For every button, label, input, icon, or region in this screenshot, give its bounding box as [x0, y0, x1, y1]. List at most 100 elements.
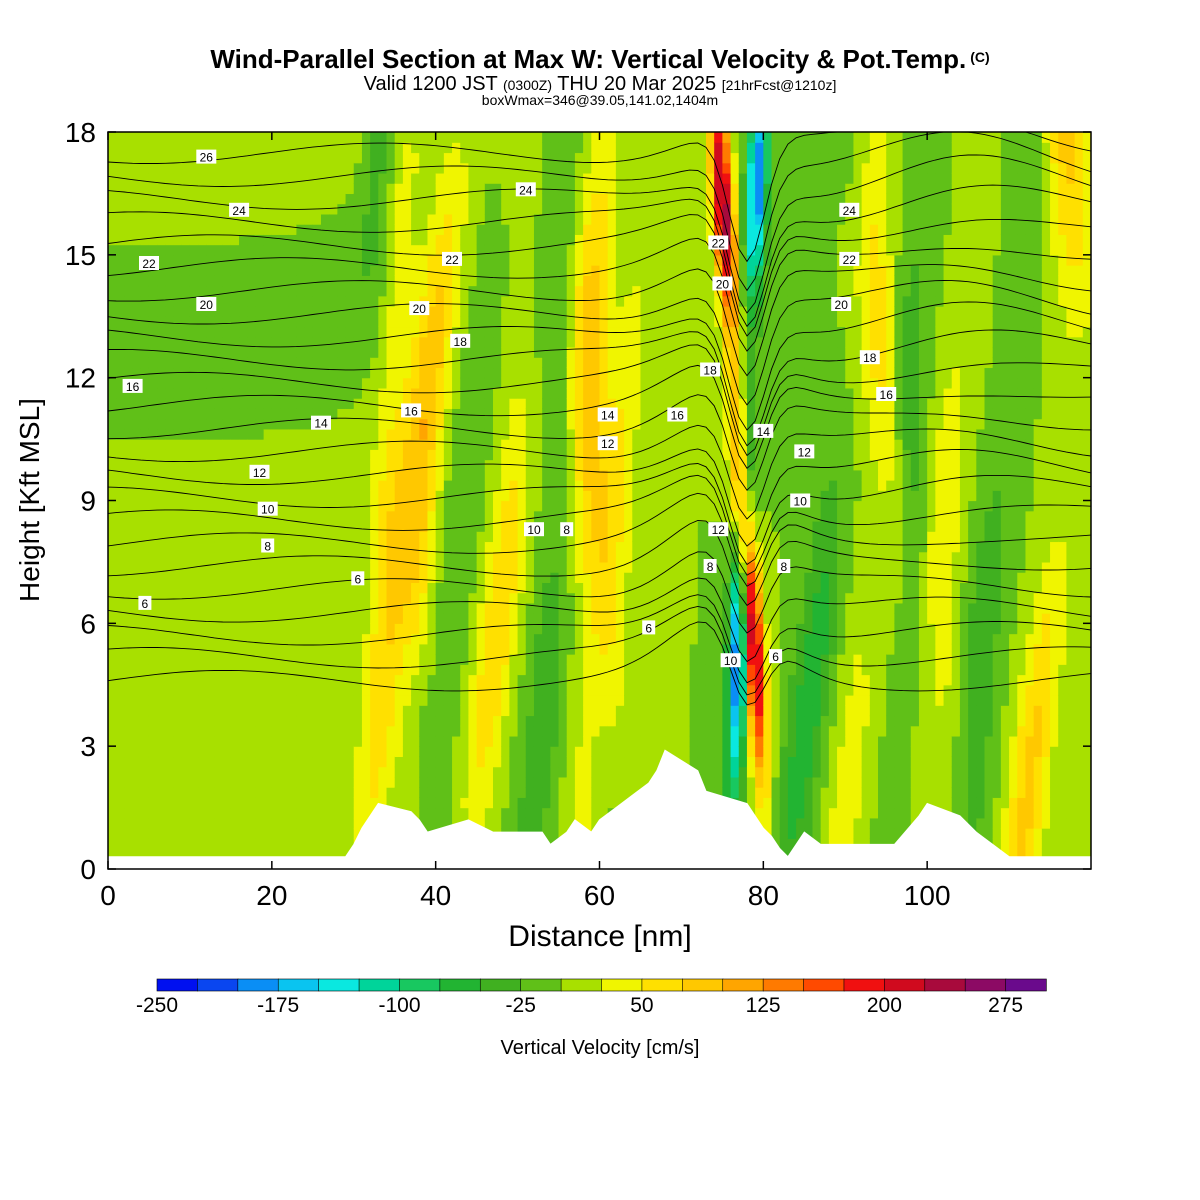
w-cell — [198, 787, 207, 798]
w-cell — [525, 817, 535, 829]
w-cell — [599, 203, 609, 215]
w-cell — [517, 664, 527, 676]
w-cell — [124, 715, 134, 727]
w-cell — [402, 295, 412, 307]
w-cell — [533, 162, 543, 174]
w-cell — [648, 439, 658, 450]
w-cell — [550, 582, 560, 594]
w-cell — [345, 162, 355, 174]
w-cell — [222, 398, 232, 409]
w-cell — [484, 336, 494, 348]
w-cell — [263, 346, 273, 358]
w-cell — [574, 694, 584, 706]
w-cell — [386, 224, 396, 235]
w-cell — [148, 449, 158, 461]
w-cell — [583, 572, 592, 583]
w-cell — [386, 787, 396, 798]
w-cell — [509, 439, 519, 450]
w-cell — [460, 582, 470, 594]
w-cell — [140, 203, 150, 215]
w-cell — [525, 418, 535, 430]
w-cell — [419, 633, 429, 645]
w-cell — [411, 234, 420, 246]
w-cell — [165, 316, 175, 328]
w-cell — [509, 398, 519, 409]
w-cell — [320, 807, 330, 819]
w-cell — [566, 193, 576, 205]
w-cell — [132, 459, 142, 471]
w-cell — [665, 326, 674, 338]
w-cell — [140, 357, 150, 369]
w-cell — [607, 275, 617, 287]
w-cell — [206, 705, 216, 717]
w-cell — [263, 643, 273, 655]
w-cell — [509, 787, 519, 798]
w-cell — [656, 531, 666, 543]
w-cell — [624, 582, 633, 594]
w-cell — [542, 694, 551, 706]
w-cell — [452, 807, 461, 819]
w-cell — [517, 306, 527, 317]
w-cell — [304, 275, 314, 287]
w-cell — [583, 459, 592, 471]
w-cell — [468, 715, 478, 727]
w-cell — [320, 776, 330, 788]
w-cell — [665, 541, 674, 553]
w-cell — [148, 500, 158, 512]
w-cell — [591, 295, 601, 307]
w-cell — [517, 551, 527, 563]
w-cell — [230, 285, 240, 297]
w-cell — [468, 776, 478, 788]
w-cell — [280, 316, 289, 328]
w-cell — [165, 664, 175, 676]
w-cell — [533, 561, 543, 573]
w-cell — [566, 715, 576, 727]
w-cell — [550, 142, 560, 154]
w-cell — [296, 776, 306, 788]
w-cell — [402, 510, 412, 522]
w-cell — [558, 561, 568, 573]
w-cell — [132, 500, 142, 512]
w-cell — [607, 357, 617, 369]
w-cell — [345, 234, 355, 246]
w-cell — [591, 244, 601, 256]
w-cell — [501, 346, 510, 358]
w-cell — [189, 224, 199, 235]
w-cell — [280, 756, 289, 768]
w-cell — [574, 398, 584, 409]
w-cell — [452, 520, 461, 532]
w-cell — [632, 213, 642, 225]
w-cell — [435, 592, 445, 604]
w-cell — [394, 797, 404, 809]
w-cell — [542, 336, 551, 348]
w-cell — [591, 797, 601, 809]
w-cell — [370, 306, 379, 317]
w-cell — [640, 254, 650, 266]
w-cell — [361, 490, 371, 502]
w-cell — [222, 705, 232, 717]
w-cell — [255, 746, 265, 758]
w-cell — [427, 285, 437, 297]
w-cell — [271, 572, 281, 583]
w-cell — [312, 766, 322, 778]
w-cell — [476, 254, 486, 266]
w-cell — [214, 735, 224, 747]
w-cell — [189, 551, 199, 563]
w-cell — [591, 807, 601, 819]
w-cell — [533, 623, 543, 635]
w-cell — [583, 592, 592, 604]
w-cell — [263, 377, 273, 389]
w-cell — [239, 817, 248, 829]
w-cell — [427, 224, 437, 235]
w-cell — [296, 848, 306, 860]
w-cell — [148, 203, 158, 215]
w-cell — [419, 316, 429, 328]
w-cell — [296, 674, 306, 686]
w-cell — [525, 449, 535, 461]
w-cell — [370, 735, 379, 747]
w-cell — [124, 674, 134, 686]
w-cell — [329, 132, 338, 143]
w-cell — [484, 623, 494, 635]
w-cell — [386, 613, 396, 624]
w-cell — [280, 561, 289, 573]
